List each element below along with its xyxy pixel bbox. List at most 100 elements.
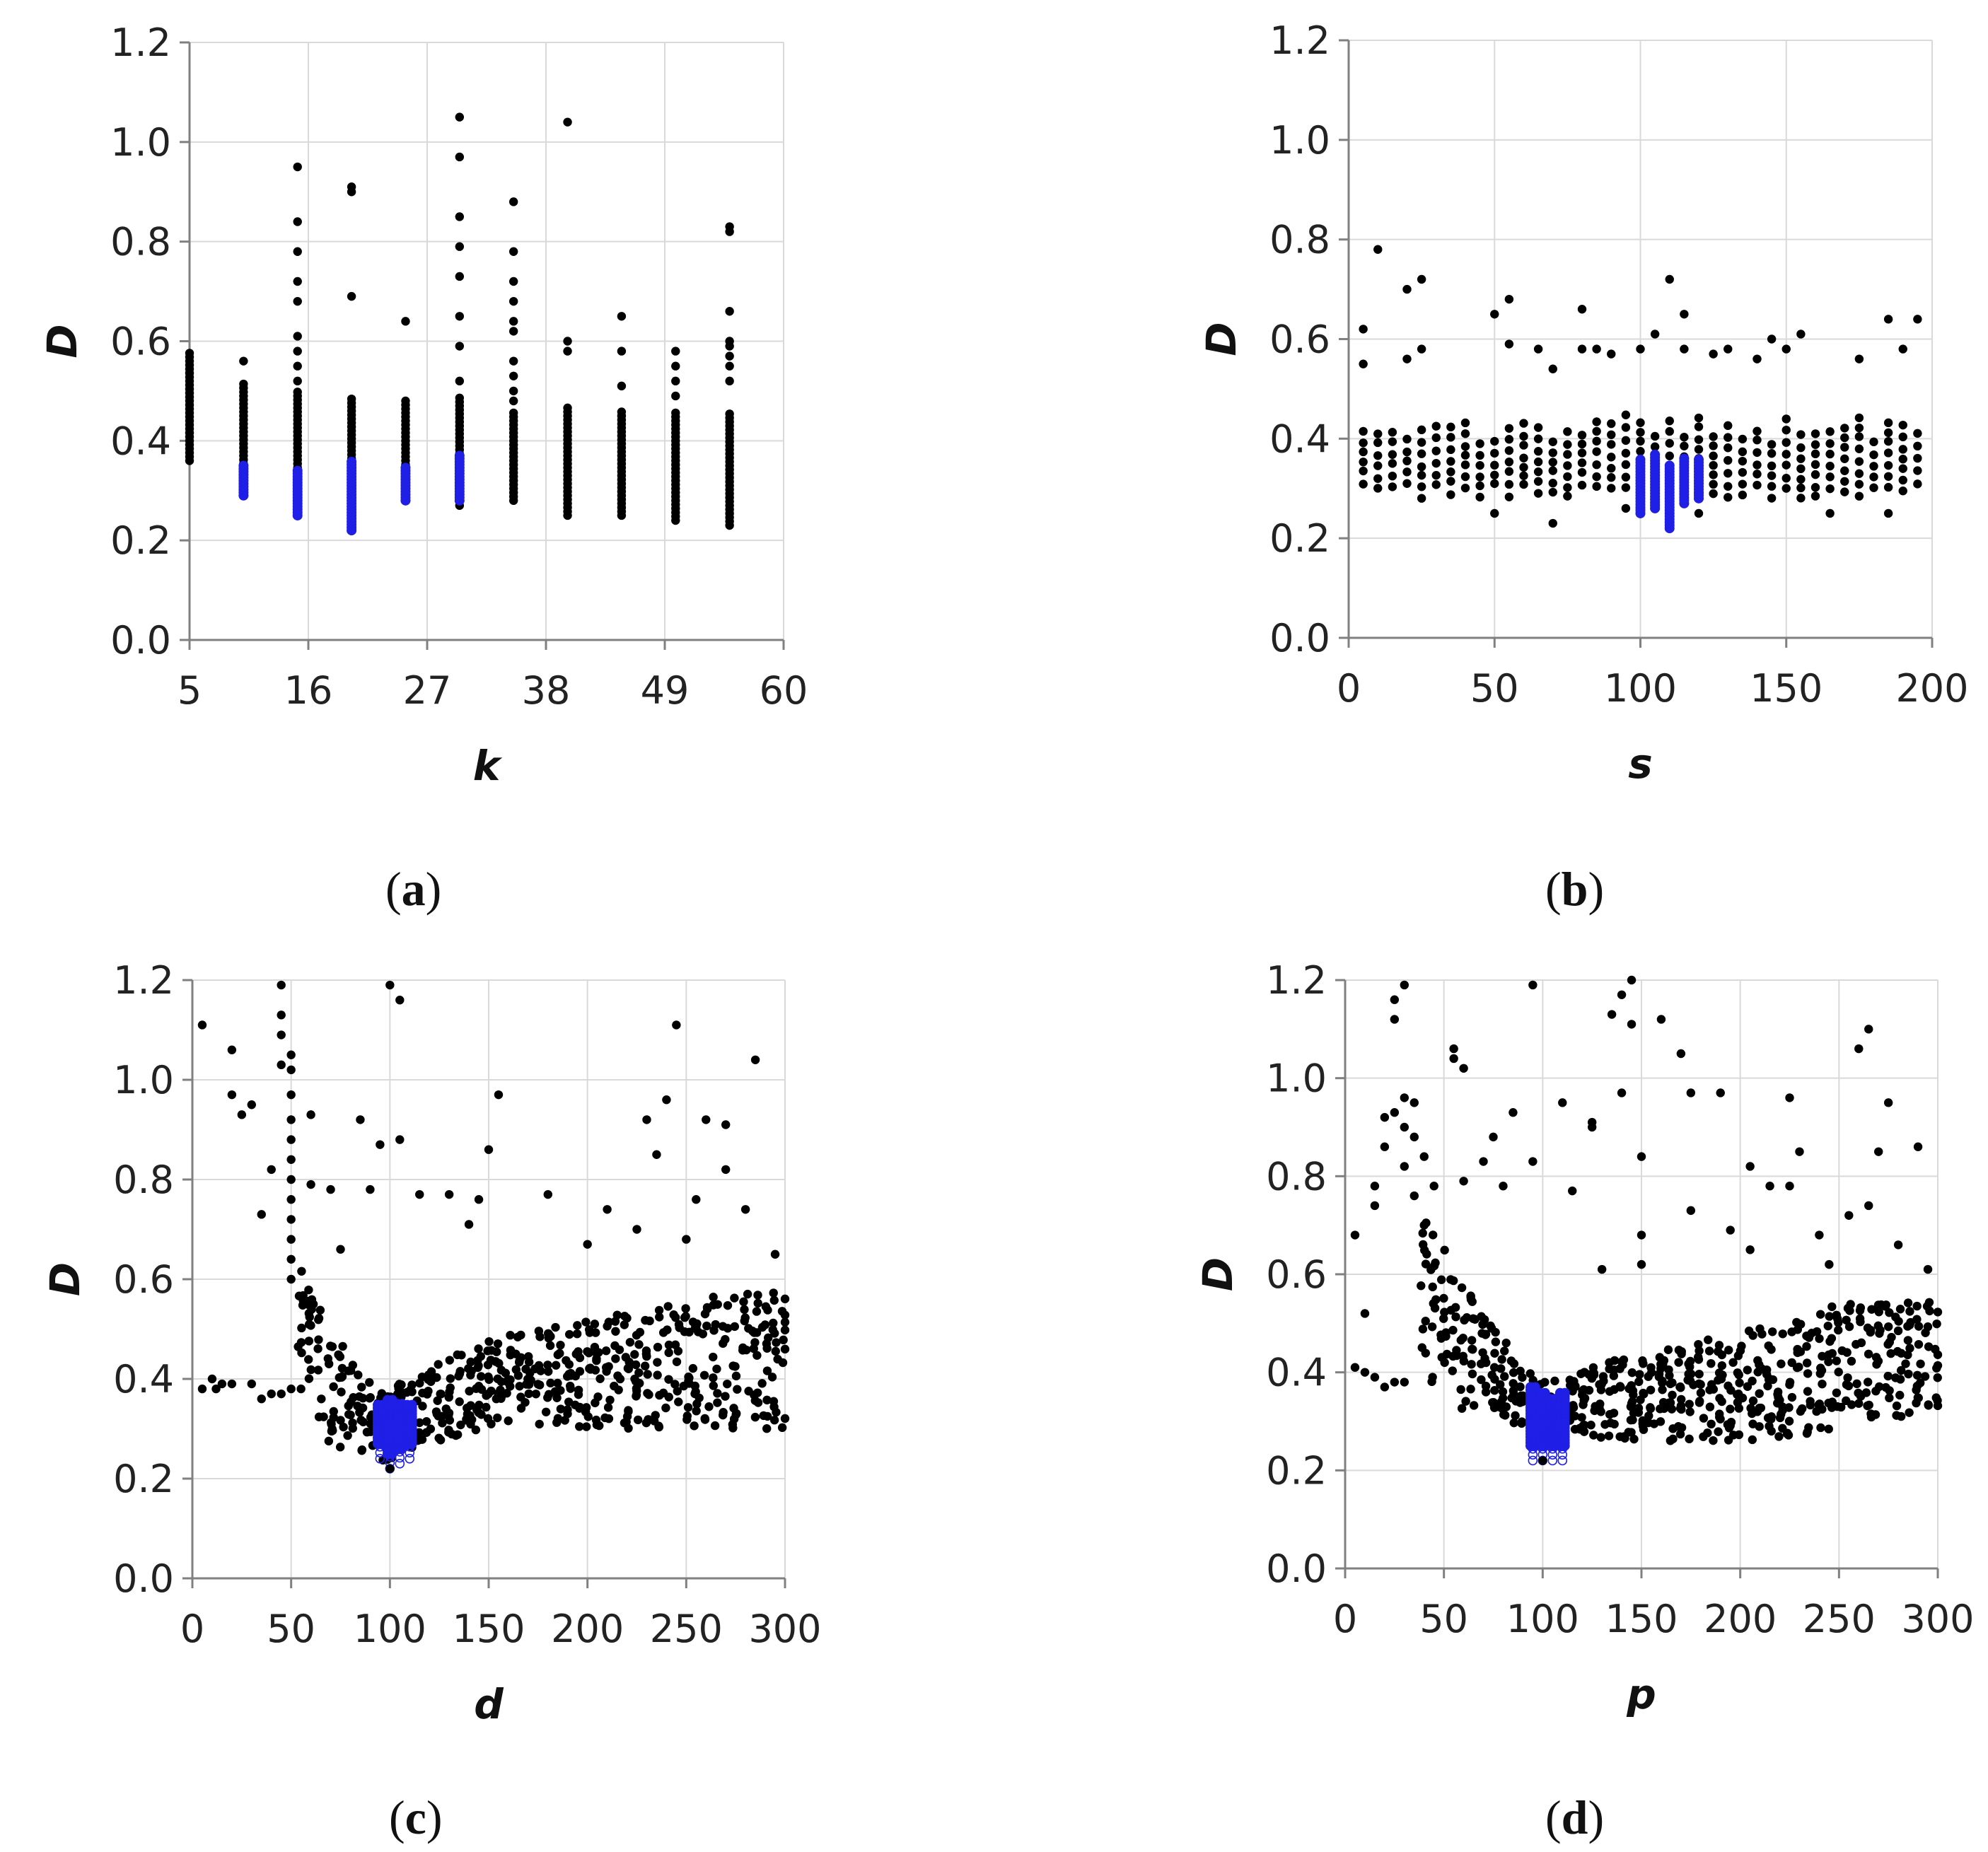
data-point [1650, 431, 1660, 441]
data-point [1654, 1372, 1664, 1382]
data-point [1498, 1387, 1508, 1397]
x-tick-label: 150 [1605, 1597, 1678, 1641]
data-point [575, 1422, 584, 1431]
data-point [446, 1383, 455, 1392]
data-point [1931, 1393, 1941, 1402]
data-point [1467, 1360, 1476, 1369]
data-point [1592, 472, 1601, 482]
data-point [1417, 438, 1426, 447]
data-point [1607, 419, 1616, 429]
data-point [1815, 1399, 1824, 1409]
data-point [1755, 1422, 1764, 1431]
data-point [1627, 1368, 1637, 1378]
data-point [1639, 1425, 1649, 1434]
data-point [406, 1385, 415, 1394]
data-point [583, 1347, 592, 1356]
data-point [286, 1254, 296, 1264]
data-point [414, 1435, 424, 1445]
data-point [1446, 477, 1455, 486]
grid [192, 979, 786, 1578]
data-point [721, 1165, 731, 1175]
data-point [1796, 443, 1806, 453]
data-point [296, 1384, 306, 1394]
data-point [1854, 1399, 1864, 1408]
data-point [493, 1413, 502, 1423]
data-point [336, 1416, 345, 1425]
data-point [1610, 1419, 1619, 1429]
data-point [1604, 1431, 1614, 1440]
data-point [681, 1304, 690, 1313]
data-point [366, 1184, 375, 1194]
data-point [348, 1423, 357, 1433]
data-point [702, 1115, 711, 1124]
data-point [455, 376, 465, 386]
data-point [1803, 1369, 1813, 1378]
data-point [314, 1315, 323, 1324]
data-point [623, 1363, 633, 1373]
data-point [1883, 1322, 1893, 1332]
data-point [436, 1435, 446, 1445]
data-point [293, 296, 302, 306]
best-data-point [395, 1459, 405, 1469]
data-point [635, 1327, 645, 1337]
data-point [1883, 508, 1893, 518]
data-point [1490, 436, 1499, 446]
data-point [1767, 482, 1777, 491]
data-point [699, 1370, 709, 1380]
data-point [563, 403, 572, 413]
data-point [1563, 427, 1572, 436]
data-point [1402, 447, 1412, 457]
data-point [1517, 1417, 1527, 1426]
data-point [1636, 447, 1645, 456]
data-point [492, 1347, 501, 1356]
data-point [395, 996, 405, 1005]
data-point [1686, 1206, 1696, 1216]
data-point [1873, 1300, 1883, 1310]
data-point [1724, 1346, 1733, 1355]
data-point [1449, 1044, 1458, 1054]
data-point [286, 1384, 296, 1394]
best-data-point [1547, 1450, 1558, 1460]
data-point [1892, 1401, 1902, 1411]
data-point [1784, 1416, 1794, 1426]
data-point [1533, 423, 1543, 432]
x-tick-label: 100 [1604, 666, 1677, 711]
data-point [1548, 437, 1557, 446]
data-point [415, 1189, 424, 1199]
best-data-point [238, 460, 249, 471]
data-point [740, 1313, 750, 1322]
data-point [315, 1305, 325, 1315]
data-point [1422, 1250, 1431, 1259]
data-point [1350, 1230, 1360, 1240]
data-point [473, 1363, 482, 1373]
data-point [365, 1378, 374, 1387]
data-point [738, 1346, 748, 1355]
data-point [1615, 1364, 1624, 1373]
data-point [466, 1357, 475, 1367]
data-point [543, 1393, 552, 1402]
data-point [1460, 442, 1470, 451]
data-point [1427, 1377, 1436, 1387]
best-data-point [1559, 1387, 1570, 1398]
data-point [769, 1295, 779, 1305]
x-axis-title: p [1626, 1670, 1656, 1718]
data-point [1844, 1211, 1854, 1220]
data-point [329, 1382, 338, 1392]
data-point [1446, 445, 1455, 455]
data-point [1832, 1402, 1842, 1411]
data-point [1886, 1349, 1895, 1358]
data-point [1756, 1403, 1766, 1413]
data-point [1558, 1098, 1567, 1107]
data-point [303, 1355, 313, 1364]
data-point [1417, 462, 1426, 472]
data-point [1921, 1328, 1930, 1337]
data-point [1446, 490, 1455, 499]
data-point [1709, 470, 1718, 479]
data-point [1419, 1221, 1429, 1230]
data-point [296, 1338, 306, 1347]
data-point [1665, 417, 1674, 426]
data-point [317, 1394, 326, 1404]
data-point [1504, 435, 1514, 444]
data-point [772, 1338, 781, 1347]
data-point [511, 1365, 521, 1375]
